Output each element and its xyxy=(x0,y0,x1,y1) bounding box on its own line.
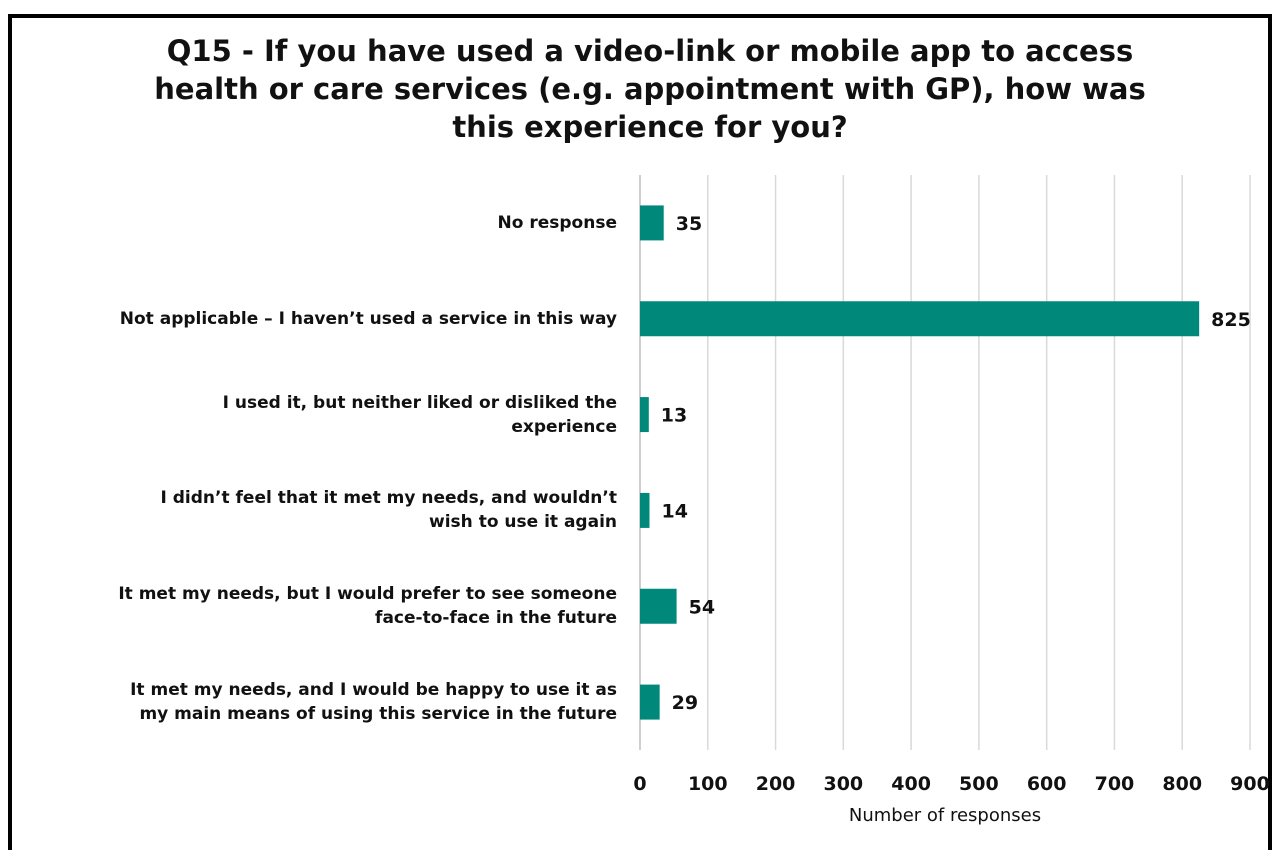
category-label-line: No response xyxy=(497,212,617,233)
bar xyxy=(640,301,1200,337)
data-label: 825 xyxy=(1211,309,1251,331)
chart-title-line: this experience for you? xyxy=(452,110,848,144)
x-tick-label: 700 xyxy=(1095,773,1135,795)
category-label-line: wish to use it again xyxy=(429,512,617,533)
category-label: I didn’t feel that it met my needs, and … xyxy=(0,486,618,534)
category-label-line: experience xyxy=(511,416,617,437)
category-label-line: I used it, but neither liked or disliked… xyxy=(222,392,617,413)
x-tick-label: 400 xyxy=(891,773,931,795)
chart-frame xyxy=(8,14,1272,850)
x-tick-label: 900 xyxy=(1230,773,1270,795)
x-tick-label: 100 xyxy=(688,773,728,795)
data-label: 14 xyxy=(661,500,687,522)
category-label-line: my main means of using this service in t… xyxy=(139,704,617,725)
bar xyxy=(640,588,677,624)
category-label: No response xyxy=(0,211,617,235)
category-label-line: It met my needs, and I would be happy to… xyxy=(130,680,617,701)
bar xyxy=(640,492,650,528)
chart-title-line: Q15 - If you have used a video-link or m… xyxy=(166,34,1134,68)
x-tick-label: 200 xyxy=(756,773,796,795)
x-tick-label: 800 xyxy=(1162,773,1202,795)
category-label-line: Not applicable – I haven’t used a servic… xyxy=(119,308,617,329)
bar xyxy=(640,397,649,433)
data-label: 29 xyxy=(672,692,698,714)
category-label-line: face-to-face in the future xyxy=(375,608,617,629)
category-label: Not applicable – I haven’t used a servic… xyxy=(0,307,617,331)
data-label: 35 xyxy=(676,213,702,235)
x-tick-label: 600 xyxy=(1027,773,1067,795)
data-label: 13 xyxy=(661,405,687,427)
category-label-line: It met my needs, but I would prefer to s… xyxy=(118,584,617,605)
x-tick-label: 500 xyxy=(959,773,999,795)
chart-title-line: health or care services (e.g. appointmen… xyxy=(154,72,1146,106)
x-axis-title: Number of responses xyxy=(848,805,1042,826)
category-label-line: I didn’t feel that it met my needs, and … xyxy=(160,488,618,509)
bar xyxy=(640,205,664,241)
category-label: It met my needs, and I would be happy to… xyxy=(0,678,617,726)
x-tick-label: 0 xyxy=(633,773,646,795)
x-tick-label: 300 xyxy=(823,773,863,795)
bar xyxy=(640,684,660,720)
category-label: It met my needs, but I would prefer to s… xyxy=(0,582,617,630)
chart-title: Q15 - If you have used a video-link or m… xyxy=(80,32,1220,146)
data-label: 54 xyxy=(689,596,715,618)
category-label: I used it, but neither liked or disliked… xyxy=(0,391,617,439)
